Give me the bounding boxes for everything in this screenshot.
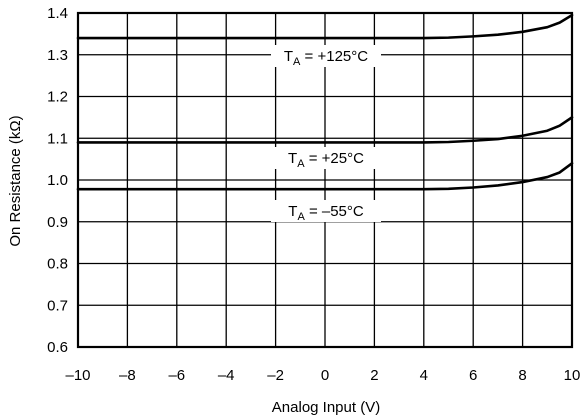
x-tick-label: –4 xyxy=(218,367,235,384)
y-tick-label: 1.3 xyxy=(47,47,68,64)
x-tick-label: 10 xyxy=(564,367,581,384)
series-line-2 xyxy=(76,162,574,191)
plot-frame xyxy=(76,11,574,349)
y-tick-label: 1.2 xyxy=(47,89,68,106)
curve-label-2: TA = –55°C xyxy=(288,203,364,223)
grid xyxy=(78,13,572,347)
x-tick-label: –2 xyxy=(267,367,284,384)
y-tick-label: 0.6 xyxy=(47,339,68,356)
plot-border xyxy=(76,11,574,349)
series-line-1 xyxy=(76,116,574,144)
x-tick-label: –10 xyxy=(65,367,90,384)
x-tick-label: 6 xyxy=(469,367,477,384)
curve-label-background xyxy=(271,147,381,169)
y-tick-label: 0.8 xyxy=(47,256,68,273)
x-tick-label: 2 xyxy=(370,367,378,384)
y-tick-label: 0.9 xyxy=(47,214,68,231)
curve-label-background xyxy=(271,200,381,222)
curve-label-1: TA = +25°C xyxy=(288,150,364,170)
curve-label-0: TA = +125°C xyxy=(284,48,368,68)
x-tick-label: 0 xyxy=(321,367,329,384)
y-tick-label: 0.7 xyxy=(47,297,68,314)
curve-label-background xyxy=(271,45,381,67)
y-tick-label: 1.1 xyxy=(47,130,68,147)
x-axis-title: Analog Input (V) xyxy=(272,399,380,416)
x-tick-label: 4 xyxy=(420,367,428,384)
series-line-0 xyxy=(76,13,574,40)
y-tick-label: 1.4 xyxy=(47,5,68,22)
curve-labels: TA = +125°C TA = +25°C TA = –55°C xyxy=(271,45,381,223)
y-tick-label: 1.0 xyxy=(47,172,68,189)
y-axis-title: On Resistance (kΩ) xyxy=(7,115,24,246)
curves xyxy=(76,13,574,191)
x-tick-label: –8 xyxy=(119,367,136,384)
x-tick-label: –6 xyxy=(168,367,185,384)
x-axis-ticks: –10 –8 –6 –4 –2 0 2 4 6 8 10 xyxy=(65,367,580,384)
y-axis-ticks: 0.6 0.7 0.8 0.9 1.0 1.1 1.2 1.3 1.4 xyxy=(47,5,68,356)
x-tick-label: 8 xyxy=(518,367,526,384)
